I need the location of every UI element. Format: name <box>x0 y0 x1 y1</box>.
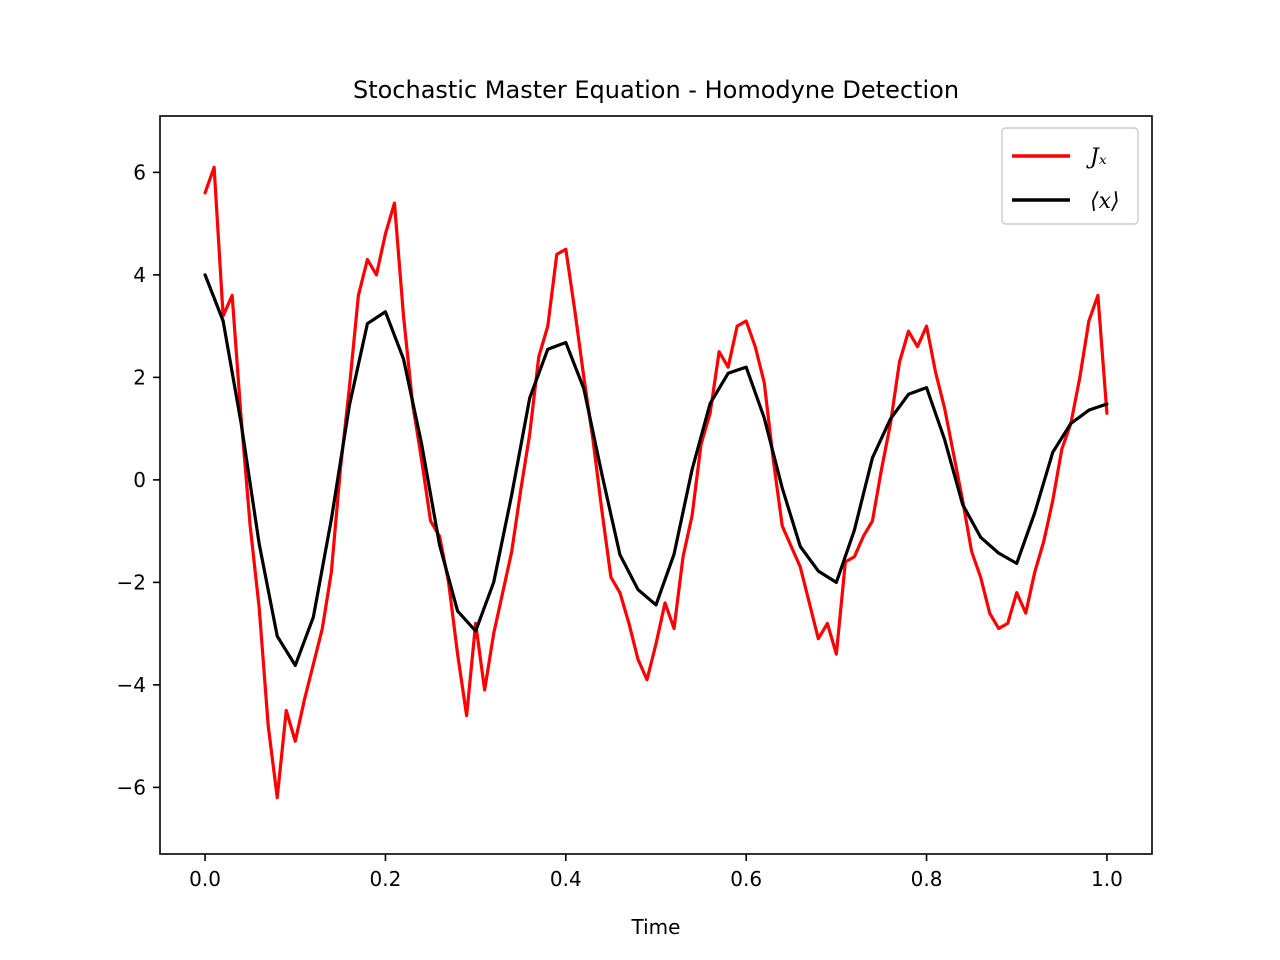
legend-label-1: ⟨x⟩ <box>1090 189 1120 214</box>
x-tick-label: 0.4 <box>550 867 582 891</box>
y-axis: 6 4 2 0 −2 −4 −6 <box>117 160 160 799</box>
series-line-0 <box>203 165 1109 800</box>
y-tick-label: 0 <box>133 468 146 492</box>
plot-lines <box>203 165 1109 800</box>
y-tick-label: 2 <box>133 365 146 389</box>
x-tick-label: 0.2 <box>370 867 402 891</box>
y-tick-label: −2 <box>117 570 146 594</box>
x-axis-label: Time <box>631 915 681 939</box>
x-tick-label: 1.0 <box>1091 867 1123 891</box>
legend: Jₓ ⟨x⟩ <box>1001 127 1139 225</box>
x-axis: 0.0 0.2 0.4 0.6 0.8 1.0 <box>189 854 1123 891</box>
y-tick-label: −4 <box>117 673 146 697</box>
x-tick-label: 0.0 <box>189 867 221 891</box>
y-tick-label: 4 <box>133 263 146 287</box>
legend-label-0: Jₓ <box>1086 145 1107 170</box>
x-tick-label: 0.6 <box>730 867 762 891</box>
y-tick-label: −6 <box>117 775 146 799</box>
axes-frame <box>159 115 1153 855</box>
chart-title: Stochastic Master Equation - Homodyne De… <box>353 76 959 104</box>
series-line-1 <box>203 273 1109 667</box>
y-tick-label: 6 <box>133 160 146 184</box>
x-tick-label: 0.8 <box>911 867 943 891</box>
